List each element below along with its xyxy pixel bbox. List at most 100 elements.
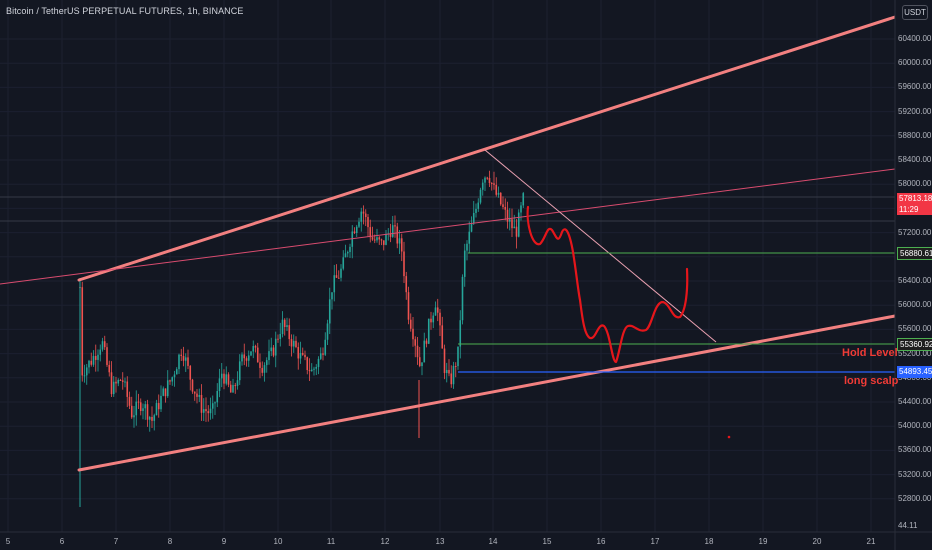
candle-body <box>211 403 214 409</box>
candle-body <box>317 358 320 368</box>
price-tick-label: 59600.00 <box>898 82 932 92</box>
candle-body <box>481 182 484 190</box>
candle-body <box>461 276 464 321</box>
price-tick-label: 59200.00 <box>898 106 932 116</box>
candle-body <box>436 307 439 313</box>
candle-body <box>477 202 480 209</box>
candle-body <box>263 365 266 373</box>
candle-body <box>173 374 176 378</box>
candle-body <box>349 246 351 253</box>
candle-body <box>407 292 410 320</box>
level-tag-3: 54893.45 <box>897 366 932 378</box>
candle-body <box>290 339 293 347</box>
candle-body <box>454 365 457 367</box>
marker-dot <box>727 435 731 439</box>
candle-body <box>443 348 446 374</box>
candle-body <box>468 231 471 244</box>
candle-body <box>360 211 363 222</box>
candle-body <box>488 177 491 184</box>
chart-drawings <box>0 15 897 472</box>
candle-body <box>202 409 205 413</box>
candle-body <box>272 347 275 356</box>
candle-body <box>308 370 311 372</box>
time-tick-label: 9 <box>221 537 227 546</box>
price-tick-label: 56000.00 <box>898 300 932 310</box>
candle-body <box>160 395 162 410</box>
symbol-title: Bitcoin / TetherUS PERPETUAL FUTURES, 1h… <box>6 6 244 16</box>
time-tick-label: 13 <box>435 537 445 546</box>
candle-body <box>220 373 223 379</box>
candle-body <box>520 205 522 213</box>
candle-body <box>265 360 268 366</box>
candle-body <box>135 401 138 416</box>
price-tick-label: 57200.00 <box>898 227 932 237</box>
candle-body <box>108 364 111 373</box>
candle-body <box>92 355 95 365</box>
candle-body <box>421 362 423 367</box>
candle-body <box>376 237 378 241</box>
hold-level-label: Hold Level <box>842 347 898 359</box>
candle-body <box>232 385 234 393</box>
candle-body <box>398 238 401 244</box>
candle-body <box>223 373 225 384</box>
candle-body <box>315 367 318 369</box>
candle-body <box>295 340 297 348</box>
candle-body <box>229 384 232 393</box>
candle-body <box>373 239 376 241</box>
time-tick-label: 11 <box>326 537 336 546</box>
time-tick-label: 18 <box>704 537 714 546</box>
candle-body <box>331 292 333 300</box>
candle-body <box>344 253 347 258</box>
candle-body <box>146 404 149 420</box>
candle-body <box>452 365 455 385</box>
channel-upper-trendline <box>77 15 897 282</box>
candle-body <box>261 367 264 373</box>
price-tick-label: 58800.00 <box>898 130 932 140</box>
candle-body <box>403 251 405 277</box>
candle-body <box>313 368 315 370</box>
candle-body <box>416 345 419 358</box>
candle-body <box>310 369 313 372</box>
candle-body <box>205 409 207 412</box>
candle-body <box>484 177 486 183</box>
candle-body <box>457 346 459 367</box>
candle-body <box>425 340 428 344</box>
candle-body <box>254 346 257 348</box>
candle-body <box>281 319 284 335</box>
candle-body <box>355 226 358 234</box>
candle-body <box>394 225 396 227</box>
candle-body <box>112 381 115 395</box>
candle-body <box>162 388 165 396</box>
candle-body <box>214 402 216 404</box>
price-tick-label: 58000.00 <box>898 179 932 189</box>
candle-body <box>166 380 169 397</box>
candle-body <box>171 377 174 382</box>
candle-body <box>369 227 372 238</box>
level-tag-2: 55360.92 <box>897 338 932 351</box>
candle-body <box>106 347 108 365</box>
candle-body <box>389 233 392 237</box>
candle-body <box>508 219 511 222</box>
channel-lower-trendline <box>77 314 897 472</box>
candle-body <box>180 354 183 356</box>
candle-body <box>130 405 133 418</box>
candle-body <box>236 380 239 386</box>
candle-body <box>207 411 210 414</box>
candle-body <box>430 318 432 323</box>
candle-body <box>299 352 302 359</box>
candle-body <box>337 277 340 279</box>
candle-body <box>367 217 369 228</box>
candle-body <box>427 318 430 344</box>
currency-button[interactable]: USDT <box>902 5 928 20</box>
candle-body <box>423 340 426 363</box>
candle-body <box>371 237 374 240</box>
candle-body <box>103 341 106 348</box>
descending-trendline <box>484 149 717 343</box>
candle-body <box>297 347 300 359</box>
price-tick-label: 58400.00 <box>898 155 932 164</box>
price-tick-label: 52800.00 <box>898 493 932 503</box>
candle-body <box>326 323 329 340</box>
candle-body <box>333 275 336 293</box>
candle-body <box>342 257 345 269</box>
